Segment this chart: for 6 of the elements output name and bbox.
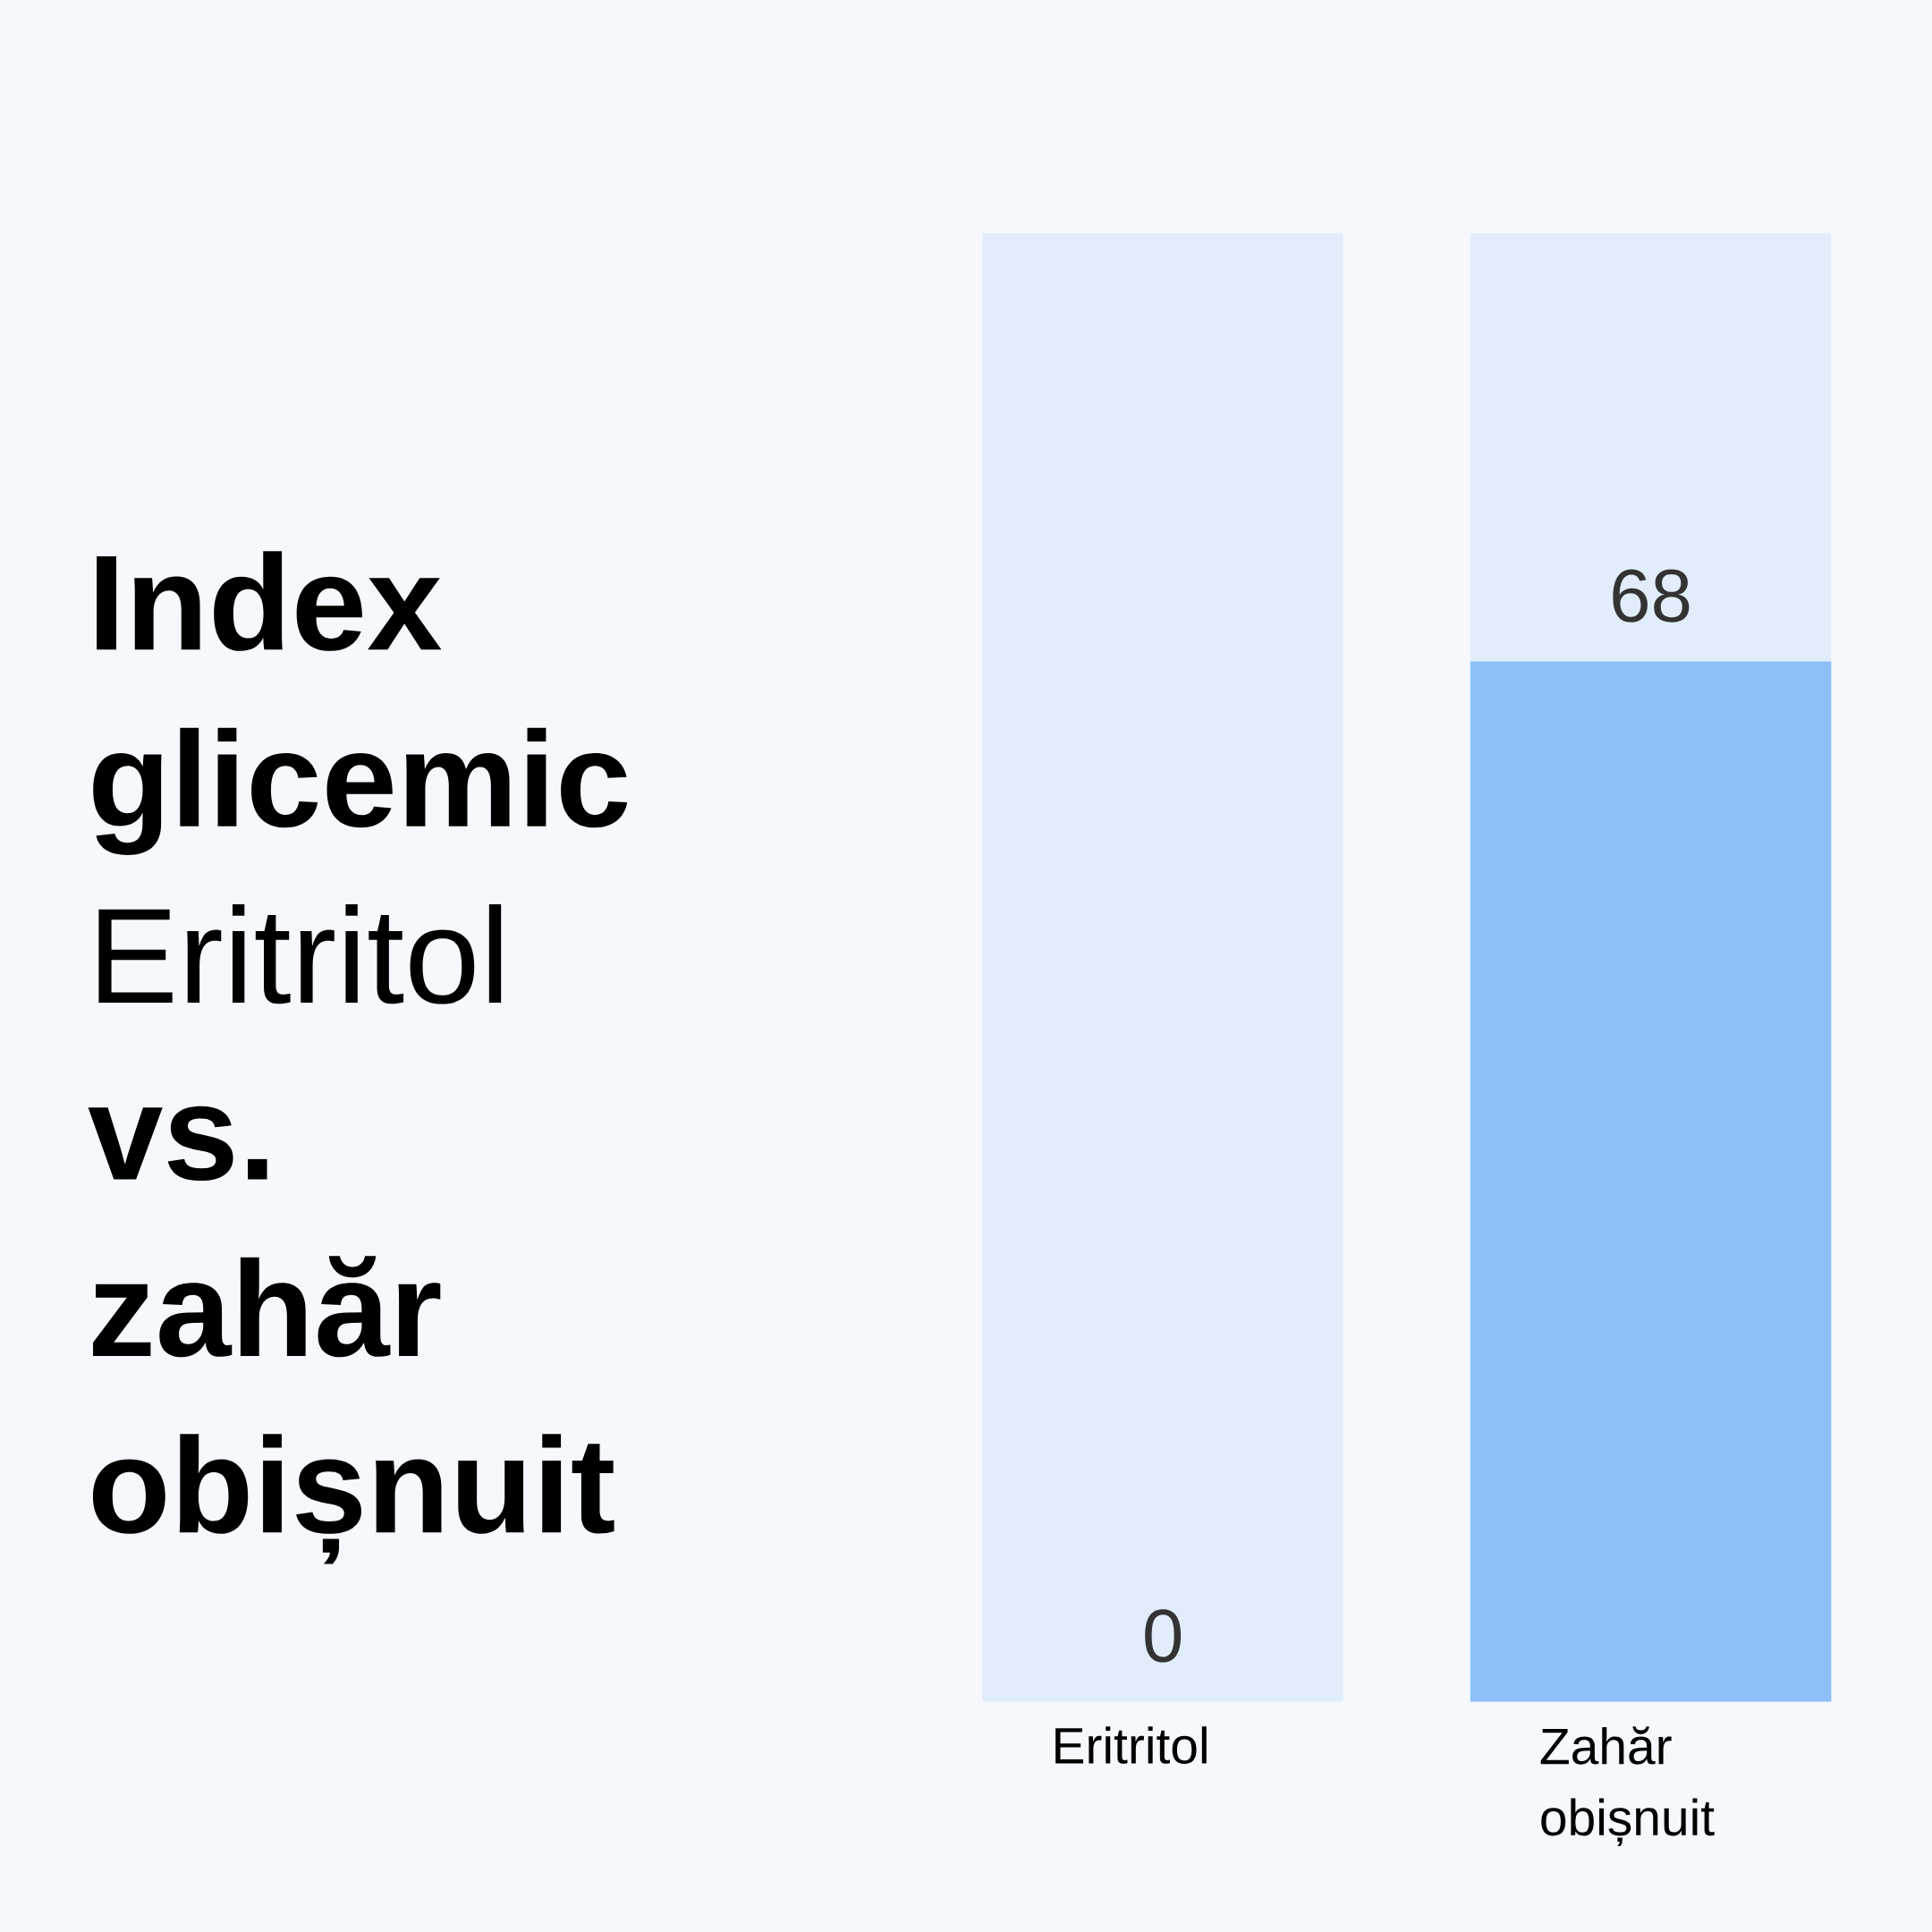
text: Eritritol vs. zahăr obișnuit — [88, 904, 614, 1564]
data-label: 0 — [1145, 1609, 1182, 1663]
x-tick-label: Zahăr obișnuit — [1540, 1726, 1715, 1846]
text: Index glicemic — [93, 551, 628, 855]
x-tick-label: Eritritol — [1055, 1726, 1207, 1764]
data-label: 68 — [1613, 569, 1690, 623]
